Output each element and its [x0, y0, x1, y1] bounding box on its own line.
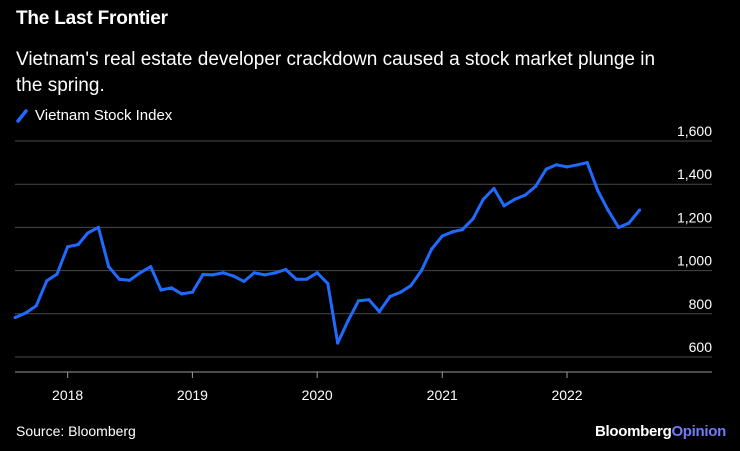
data-point [346, 318, 350, 322]
data-point [211, 273, 215, 277]
data-point [585, 161, 589, 165]
y-tick-label: 1,200 [677, 209, 712, 225]
data-point [554, 163, 559, 167]
chart-subtitle-line-2: the spring. [16, 75, 105, 96]
data-point [315, 271, 319, 275]
data-point [430, 247, 434, 251]
y-tick-label: 1,400 [677, 166, 712, 182]
data-point [24, 311, 28, 315]
y-tick-label: 1,000 [677, 253, 712, 269]
data-point [576, 163, 580, 167]
data-point [606, 208, 610, 212]
legend-label: Vietnam Stock Index [35, 107, 173, 124]
data-point [34, 304, 38, 308]
data-point [326, 282, 330, 286]
data-point [523, 193, 527, 197]
x-tick-label: 2019 [177, 387, 208, 403]
brand-suffix: Opinion [671, 423, 726, 440]
data-point [627, 221, 631, 225]
x-tick-label: 2018 [52, 387, 83, 403]
data-point [481, 197, 485, 201]
data-point [596, 189, 600, 193]
chart-legend: Vietnam Stock Index [16, 107, 172, 124]
data-point [45, 279, 49, 283]
chart-title: The Last Frontier [16, 8, 168, 29]
data-point [76, 242, 80, 247]
y-tick-label: 1,600 [677, 123, 712, 139]
data-point [149, 265, 153, 269]
data-point [127, 278, 132, 282]
source-note: Source: Bloomberg [16, 423, 136, 439]
data-point [231, 274, 235, 278]
data-point [263, 273, 267, 277]
data-point [440, 234, 444, 238]
data-point [409, 284, 413, 288]
data-point [419, 269, 423, 273]
data-point [86, 231, 90, 235]
data-point [336, 341, 340, 345]
data-point [471, 217, 475, 221]
y-tick-label: 800 [689, 296, 713, 312]
y-tick-label: 600 [689, 339, 713, 355]
data-point [460, 228, 464, 232]
chart-subtitle-line-1: Vietnam's real estate developer crackdow… [16, 49, 656, 70]
data-point [399, 290, 403, 294]
data-point [96, 225, 100, 229]
chart-subtitle: Vietnam's real estate developer crackdow… [16, 47, 726, 99]
data-point [242, 279, 246, 283]
data-point [107, 265, 111, 269]
series-line [13, 161, 641, 345]
brand-name: Bloomberg [594, 423, 672, 440]
bloomberg-opinion-logo: BloombergOpinion [595, 423, 726, 440]
data-point [637, 208, 642, 212]
data-point [534, 184, 538, 188]
data-point [180, 292, 184, 296]
x-tick-label: 2021 [427, 387, 458, 403]
data-point [305, 277, 309, 281]
data-point [190, 290, 194, 294]
data-point [201, 272, 205, 277]
legend-swatch-icon [16, 108, 28, 123]
data-point [502, 204, 506, 208]
data-point [55, 272, 59, 276]
data-point [221, 271, 225, 275]
data-point [513, 197, 517, 201]
data-point [13, 315, 17, 320]
data-point [617, 225, 621, 229]
data-point [294, 277, 298, 281]
data-point [284, 267, 288, 272]
data-point [565, 165, 569, 169]
data-point [138, 271, 142, 275]
data-point [377, 310, 381, 314]
data-point [492, 186, 496, 191]
data-point [356, 299, 361, 303]
data-point [170, 286, 174, 290]
data-point [66, 245, 70, 249]
data-point [252, 271, 256, 275]
data-point [451, 230, 455, 234]
data-point [273, 271, 278, 275]
x-tick-label: 2022 [551, 387, 582, 403]
data-point [388, 294, 392, 299]
data-point [159, 288, 163, 292]
data-point [117, 277, 121, 281]
data-point [367, 298, 371, 302]
x-tick-label: 2020 [302, 387, 333, 403]
data-point [544, 167, 548, 171]
